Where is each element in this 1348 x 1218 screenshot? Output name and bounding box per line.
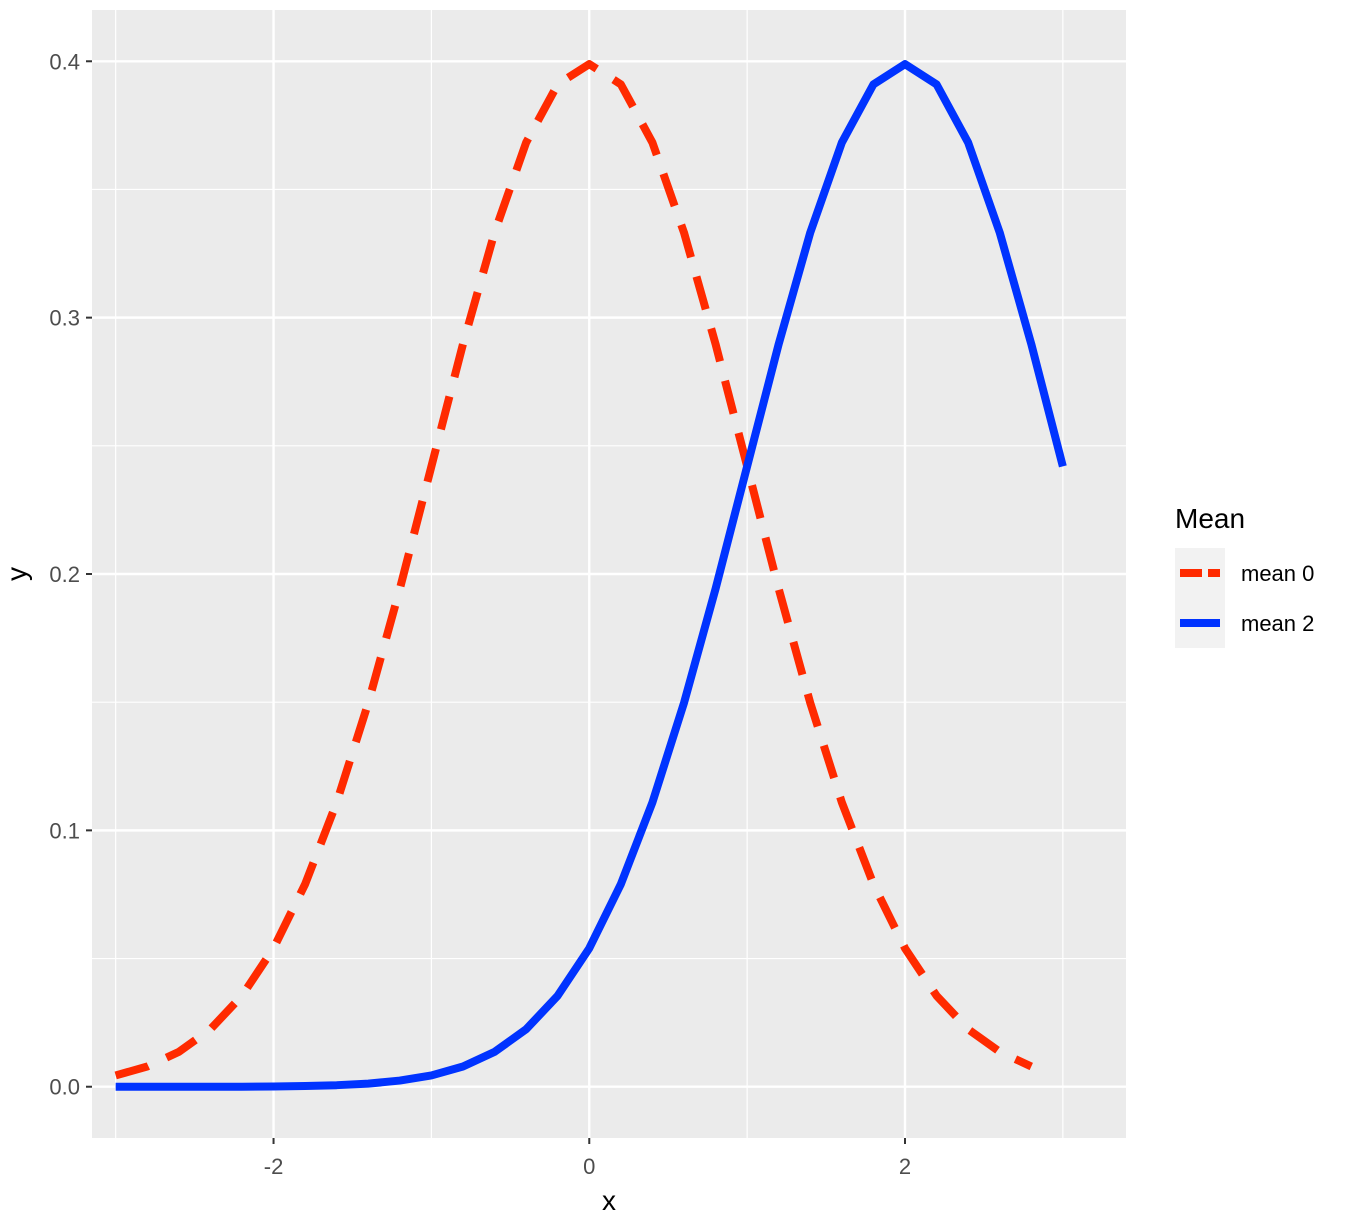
series-line-mean-0 — [114, 60, 1033, 1080]
x-tick-label: 2 — [899, 1154, 911, 1179]
y-tick-label: 0.3 — [49, 306, 80, 331]
legend-title: Mean — [1175, 503, 1245, 534]
x-axis-title: x — [602, 1185, 616, 1216]
y-tick-label: 0.1 — [49, 818, 80, 843]
y-tick-label: 0.2 — [49, 562, 80, 587]
y-tick-label: 0.0 — [49, 1075, 80, 1100]
legend-label: mean 0 — [1241, 561, 1314, 586]
x-tick-label: -2 — [264, 1154, 284, 1179]
y-axis: 0.0 0.1 0.2 0.3 0.4 — [49, 49, 92, 1100]
y-axis-title: y — [1, 567, 32, 581]
series-line-mean-2 — [115, 60, 1067, 1091]
legend-items: mean 0 mean 2 — [1175, 548, 1314, 648]
legend: Mean mean 0 mean 2 — [1175, 503, 1314, 648]
series-lines — [114, 60, 1067, 1091]
legend-label: mean 2 — [1241, 611, 1314, 636]
x-axis: -2 0 2 — [264, 1138, 911, 1179]
x-tick-label: 0 — [583, 1154, 595, 1179]
y-tick-label: 0.4 — [49, 49, 80, 74]
